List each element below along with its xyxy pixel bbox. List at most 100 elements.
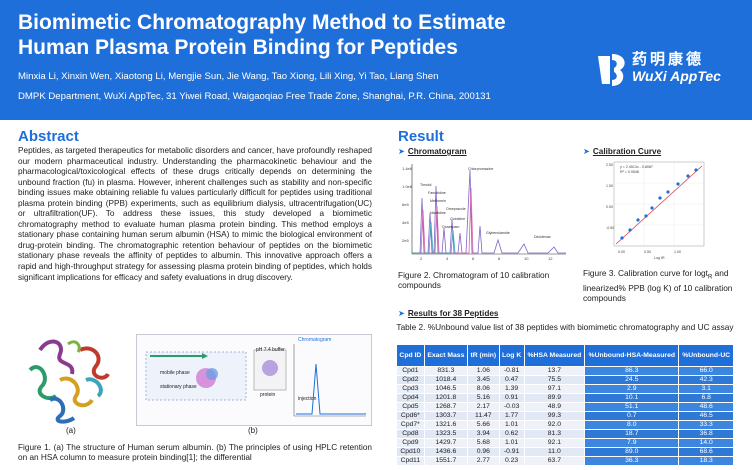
svg-text:Diclofenac: Diclofenac <box>534 235 551 239</box>
table-cell: Cpd6* <box>396 411 425 421</box>
table-row: Cpd1 831.3 1.06 -0.81 13.7 86.3 66.0 <box>396 366 734 376</box>
abstract-text: Peptides, as targeted therapeutics for m… <box>18 146 372 282</box>
svg-text:6: 6 <box>472 256 475 261</box>
poster-header: Biomimetic Chromatography Method to Esti… <box>0 0 752 120</box>
table-cell: 1.06 <box>467 366 500 376</box>
table-cell: 3.94 <box>467 429 500 439</box>
chevron-right-icon: ➤ <box>398 147 405 156</box>
svg-text:4e5: 4e5 <box>402 220 409 225</box>
abstract-heading: Abstract <box>18 128 79 145</box>
table-cell: 81.3 <box>523 429 586 439</box>
table-cell: 0.96 <box>467 447 500 457</box>
stationary-phase-label: stationary phase <box>160 384 197 390</box>
svg-text:Nizatidine: Nizatidine <box>430 211 446 215</box>
table-cell: 97.1 <box>523 384 586 394</box>
table-cell: 5.68 <box>467 438 500 448</box>
table-cell: 42.3 <box>678 375 734 385</box>
svg-text:Oxazepam: Oxazepam <box>442 225 459 229</box>
table-cell: Cpd8 <box>396 429 425 439</box>
table-2-caption: Table 2. %Unbound value list of 38 pepti… <box>396 322 734 332</box>
col-header-unbound-hsa: %Unbound-HSA-Measured <box>584 344 680 367</box>
poster-title: Biomimetic Chromatography Method to Esti… <box>18 11 506 59</box>
table-cell: 1018.4 <box>423 375 469 385</box>
logo-chinese-text: 药明康德 <box>632 50 705 68</box>
result-heading: Result <box>398 128 444 145</box>
authors: Minxia Li, Xinxin Wen, Xiaotong Li, Meng… <box>18 71 439 82</box>
hplc-principle-diagram <box>136 334 372 426</box>
hsa-structure-image <box>28 339 110 424</box>
table-cell: 10.1 <box>584 393 680 403</box>
table-cell: 2.9 <box>584 384 680 394</box>
ph-buffer-label: pH 7.4 buffer <box>256 347 285 353</box>
svg-text:2: 2 <box>420 256 423 261</box>
svg-text:2e5: 2e5 <box>402 238 409 243</box>
table-cell: 1.01 <box>498 420 525 430</box>
svg-text:0.50: 0.50 <box>644 250 651 254</box>
figure-3-caption: Figure 3. Calibration curve for logtR an… <box>583 268 733 303</box>
table-cell: 6.8 <box>678 393 734 403</box>
svg-text:6e5: 6e5 <box>402 202 409 207</box>
injection-label: injection <box>298 396 317 402</box>
table-cell: -0.03 <box>498 402 525 412</box>
table-cell: 89.0 <box>584 447 680 457</box>
calibration-subheading: ➤ Calibration Curve <box>583 147 662 156</box>
table-cell: 831.3 <box>423 366 469 376</box>
table-cell: 75.5 <box>523 375 586 385</box>
chromatogram-chart: 1.4e6 1.0e6 6e5 4e5 2e5 2 4 6 8 10 12 Chlorpromaz… <box>398 158 570 263</box>
figure-2-caption: Figure 2. Chromatogram of 10 calibration… <box>398 270 550 290</box>
col-header-hsa-measured: %HSA Measured <box>523 344 586 367</box>
table-cell: Cpd9 <box>396 438 425 448</box>
table-cell: 1268.7 <box>423 402 469 412</box>
svg-text:1.50: 1.50 <box>606 184 613 188</box>
peptides-subheading: ➤ Results for 38 Peptides <box>398 309 499 318</box>
table-cell: 99.3 <box>523 411 586 421</box>
table-cell: 11.47 <box>467 411 500 421</box>
col-header-exact-mass: Exact Mass <box>423 344 469 367</box>
calibration-curve-chart: y = 2.4513x - 0.8087 R² = 0.9548 2.50 1.5… <box>598 158 708 263</box>
table-cell: 1046.5 <box>423 384 469 394</box>
chevron-right-icon: ➤ <box>398 309 405 318</box>
svg-text:Chlorpromazine: Chlorpromazine <box>468 167 493 171</box>
svg-text:12: 12 <box>548 256 553 261</box>
table-cell: 1303.7 <box>423 411 469 421</box>
table-cell: 0.47 <box>498 375 525 385</box>
svg-text:1.4e6: 1.4e6 <box>402 166 413 171</box>
table-cell: Cpd5 <box>396 402 425 412</box>
table-row: Cpd3 1046.5 8.06 1.39 97.1 2.9 3.1 <box>396 384 734 394</box>
table-cell: 48.6 <box>678 402 734 412</box>
col-header-log-k: Log K <box>498 344 525 367</box>
svg-text:Omeprazole: Omeprazole <box>446 207 466 211</box>
svg-text:Quinidine: Quinidine <box>450 217 465 221</box>
svg-text:4: 4 <box>446 256 449 261</box>
table-cell: 3.1 <box>678 384 734 394</box>
table-cell: 8.06 <box>467 384 500 394</box>
table-cell: 0.23 <box>498 456 525 466</box>
svg-text:2.50: 2.50 <box>606 163 613 167</box>
table-row: Cpd11 1551.7 2.77 0.23 63.7 36.3 18.3 <box>396 456 734 466</box>
table-cell: 11.0 <box>523 447 586 457</box>
chromatogram-subheading: ➤ Chromatogram <box>398 147 467 156</box>
svg-text:R² = 0.9548: R² = 0.9548 <box>620 170 639 174</box>
affiliation: DMPK Department, WuXi AppTec, 31 Yiwei R… <box>18 91 491 102</box>
svg-text:0.50: 0.50 <box>606 205 613 209</box>
table-cell: 5.66 <box>467 420 500 430</box>
svg-text:Famotidine: Famotidine <box>428 191 446 195</box>
col-header-cpd-id: Cpd ID <box>396 344 425 367</box>
wuxi-logo: 药明康德 WuXi AppTec <box>596 46 746 94</box>
chromatogram-label: Chromatogram <box>298 337 332 343</box>
figure-1-caption: Figure 1. (a) The structure of Human ser… <box>18 443 372 463</box>
table-cell: Cpd7* <box>396 420 425 430</box>
table-cell: 1.77 <box>498 411 525 421</box>
figure-1: (a) mobile phase stationary phase pH 7.4… <box>18 330 373 438</box>
table-cell: Cpd10 <box>396 447 425 457</box>
table-cell: 2.17 <box>467 402 500 412</box>
table-cell: 1201.8 <box>423 393 469 403</box>
table-cell: 68.6 <box>678 447 734 457</box>
logo-english-text: WuXi AppTec <box>632 68 721 84</box>
svg-text:Timolol: Timolol <box>420 183 432 187</box>
table-row: Cpd10 1436.6 0.96 -0.91 11.0 89.0 68.6 <box>396 447 734 457</box>
table-cell: Cpd3 <box>396 384 425 394</box>
svg-text:10: 10 <box>524 256 529 261</box>
table-row: Cpd4 1201.8 5.16 0.91 89.9 10.1 6.8 <box>396 393 734 403</box>
svg-text:Log tR: Log tR <box>654 256 665 260</box>
